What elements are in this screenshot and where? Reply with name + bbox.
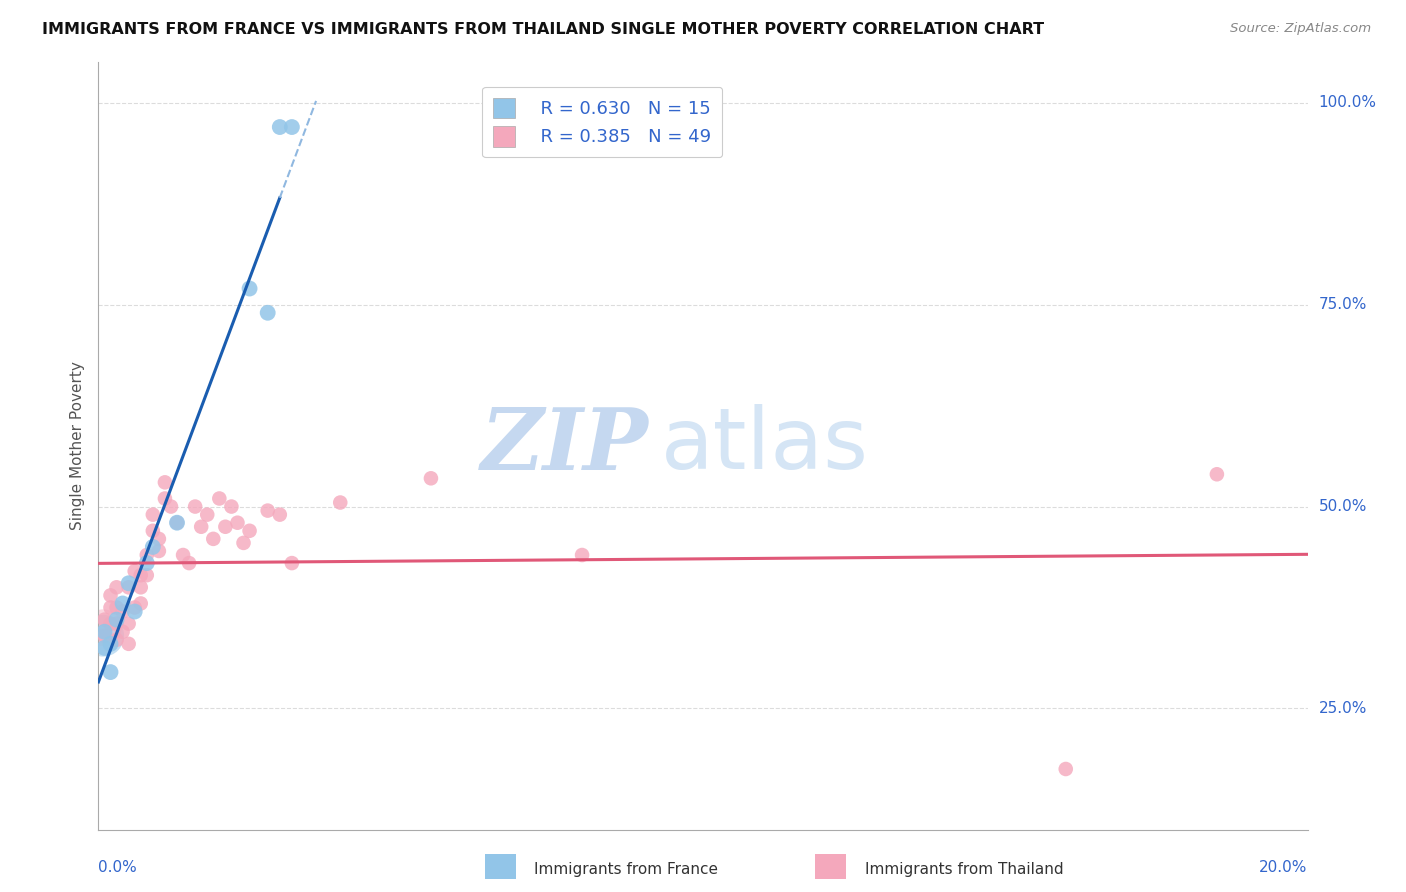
Point <box>281 556 304 570</box>
Point <box>100 588 122 602</box>
Text: 25.0%: 25.0% <box>1319 701 1367 716</box>
Text: ZIP: ZIP <box>481 404 648 488</box>
Point <box>208 491 231 506</box>
Point <box>100 600 122 615</box>
Point <box>91 629 114 643</box>
Text: IMMIGRANTS FROM FRANCE VS IMMIGRANTS FROM THAILAND SINGLE MOTHER POVERTY CORRELA: IMMIGRANTS FROM FRANCE VS IMMIGRANTS FRO… <box>42 22 1045 37</box>
Point <box>420 471 443 485</box>
Point <box>1054 762 1077 776</box>
Point <box>329 495 352 509</box>
Y-axis label: Single Mother Poverty: Single Mother Poverty <box>69 361 84 531</box>
Point <box>202 532 225 546</box>
Point <box>226 516 249 530</box>
Point <box>118 576 141 591</box>
Point <box>281 120 304 134</box>
Point <box>269 120 291 134</box>
Text: Source: ZipAtlas.com: Source: ZipAtlas.com <box>1230 22 1371 36</box>
Point <box>142 540 165 554</box>
Point <box>135 556 157 570</box>
Point <box>118 637 141 651</box>
Point <box>93 640 115 655</box>
Point <box>111 624 134 639</box>
Point <box>221 500 243 514</box>
Point <box>166 516 188 530</box>
Point <box>124 600 146 615</box>
Legend:   R = 0.630   N = 15,   R = 0.385   N = 49: R = 0.630 N = 15, R = 0.385 N = 49 <box>482 87 723 157</box>
Point <box>160 500 183 514</box>
Point <box>118 616 141 631</box>
Point <box>166 516 188 530</box>
Point <box>256 503 278 517</box>
Point <box>232 536 254 550</box>
Text: 75.0%: 75.0% <box>1319 297 1367 312</box>
Point <box>100 637 122 651</box>
Text: 0.0%: 0.0% <box>98 860 138 875</box>
Point <box>105 613 128 627</box>
Text: atlas: atlas <box>661 404 869 488</box>
Point <box>1206 467 1229 482</box>
Point <box>93 629 115 643</box>
Point <box>148 532 170 546</box>
Text: Immigrants from Thailand: Immigrants from Thailand <box>865 863 1063 877</box>
Point <box>239 524 262 538</box>
Point <box>195 508 218 522</box>
Point <box>129 597 152 611</box>
Point <box>135 568 157 582</box>
Point <box>571 548 593 562</box>
Text: 20.0%: 20.0% <box>1260 860 1308 875</box>
Point <box>142 508 165 522</box>
Point <box>135 548 157 562</box>
Point <box>105 632 128 647</box>
Point <box>118 580 141 594</box>
Point <box>124 564 146 578</box>
Point <box>111 605 134 619</box>
Text: 100.0%: 100.0% <box>1319 95 1376 111</box>
Point <box>124 605 146 619</box>
Point <box>129 580 152 594</box>
Point <box>100 665 122 679</box>
Point <box>239 281 262 295</box>
Point <box>91 621 114 635</box>
Point <box>142 524 165 538</box>
Point <box>214 520 236 534</box>
Text: Immigrants from France: Immigrants from France <box>534 863 718 877</box>
Point <box>190 520 212 534</box>
Point <box>105 600 128 615</box>
Point <box>93 624 115 639</box>
Text: 50.0%: 50.0% <box>1319 499 1367 514</box>
Point <box>256 306 278 320</box>
Point <box>179 556 201 570</box>
Point <box>111 597 134 611</box>
Point <box>105 616 128 631</box>
Point <box>172 548 194 562</box>
Point <box>153 475 176 490</box>
Point <box>129 568 152 582</box>
Point <box>100 616 122 631</box>
Point <box>269 508 291 522</box>
Point <box>105 580 128 594</box>
Point <box>148 544 170 558</box>
Point <box>153 491 176 506</box>
Point <box>184 500 207 514</box>
Point <box>93 613 115 627</box>
